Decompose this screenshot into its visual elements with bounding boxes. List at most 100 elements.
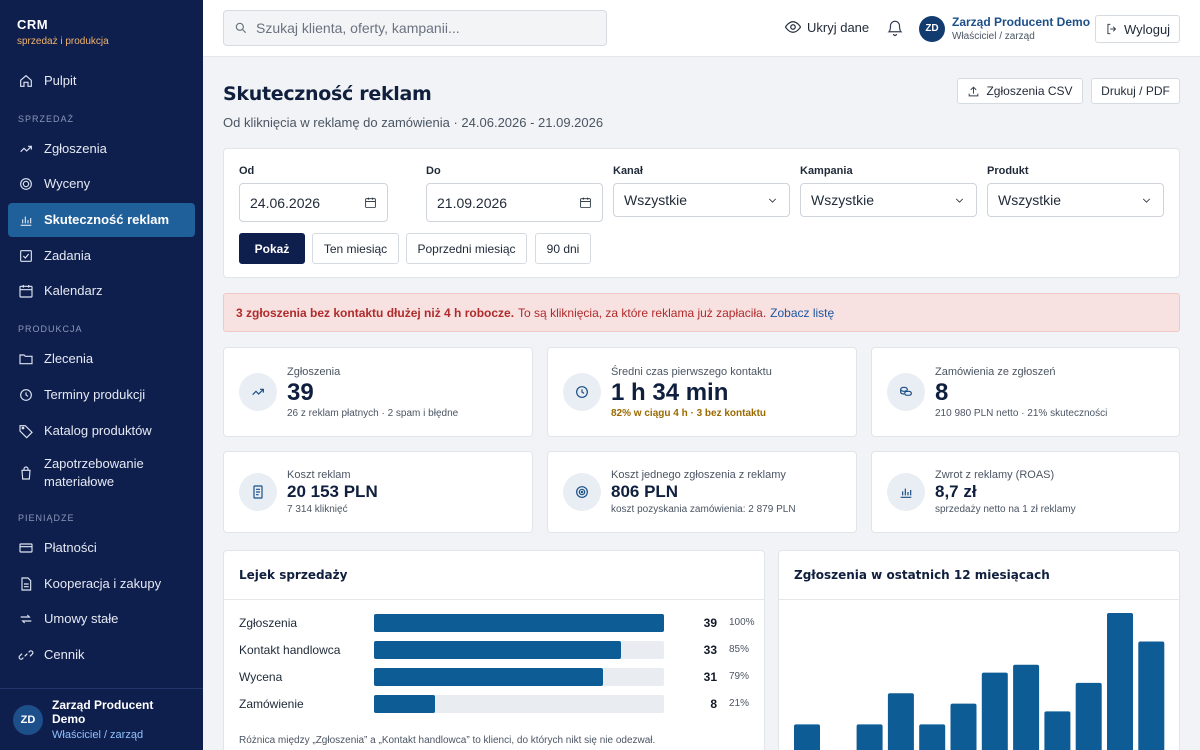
to-label: Do (426, 165, 441, 177)
sidebar-item[interactable]: Pulpit (8, 64, 195, 98)
chart-bar (919, 724, 946, 750)
document-icon (21, 576, 32, 591)
funnel-row-percent: 21% (729, 698, 750, 709)
sidebar-item[interactable]: Zgłoszenia (8, 132, 195, 166)
brand-title: CRM (17, 17, 49, 32)
divider (224, 599, 764, 600)
search-box[interactable] (223, 10, 607, 46)
sidebar-item[interactable]: Zlecenia (8, 342, 195, 376)
kpi-value: 39 (287, 379, 314, 406)
sidebar-item[interactable]: Płatności (8, 531, 195, 565)
sidebar-item-label: Zapotrzebowanie materiałowe (44, 456, 144, 490)
kpi-label: Zgłoszenia (287, 366, 341, 378)
user-name: Zarząd Producent Demo (952, 15, 1091, 29)
sidebar-item[interactable]: Terminy produkcji (8, 378, 195, 412)
from-label: Od (239, 165, 255, 177)
90-days-button[interactable]: 90 dni (535, 233, 591, 264)
kpi-note: 26 z reklam płatnych · 2 spam i błędne (287, 408, 459, 419)
previous-month-button[interactable]: Poprzedni miesiąc (406, 233, 527, 264)
funnel-note: Różnica między „Zgłoszenia” a „Kontakt h… (239, 735, 656, 746)
sidebar-item-label: Umowy stałe (44, 611, 119, 627)
logout-button[interactable]: Wyloguj (1095, 15, 1180, 43)
search-input[interactable] (256, 20, 586, 36)
alert-bold-text: 3 zgłoszenia bez kontaktu dłużej niż 4 h… (236, 305, 515, 320)
see-list-link[interactable]: Zobacz listę (770, 305, 835, 320)
campaign-select[interactable]: Wszystkie (800, 183, 977, 217)
funnel-track (374, 641, 664, 659)
logout-label: Wyloguj (1123, 21, 1171, 37)
from-date-value: 24.06.2026 (250, 194, 321, 211)
funnel-title: Lejek sprzedaży (239, 568, 348, 582)
user-menu[interactable]: ZD Zarząd Producent Demo Właściciel / za… (919, 15, 1090, 42)
folder-icon (19, 354, 33, 365)
home-icon (20, 74, 32, 87)
sidebar-item[interactable]: Skuteczność reklam (8, 203, 195, 238)
kpi-roas: Zwrot z reklamy (ROAS) 8,7 zł sprzedaży … (871, 451, 1180, 533)
kpi-value: 20 153 PLN (287, 482, 378, 501)
sidebar: CRM sprzedaż i produkcja Pulpit SPRZEDAŻ Z… (0, 0, 203, 750)
chevron-down-icon (1142, 198, 1151, 203)
hide-data-toggle[interactable]: Ukryj dane (784, 18, 869, 36)
search-icon (235, 22, 247, 34)
chart-bar (1075, 682, 1102, 750)
hide-data-label: Ukryj dane (807, 19, 870, 35)
print-pdf-button[interactable]: Drukuj / PDF (1091, 78, 1180, 104)
show-button[interactable]: Pokaż (239, 233, 305, 264)
funnel-row-label: Zamówienie (239, 697, 304, 711)
kpi-label: Koszt reklam (287, 469, 351, 481)
campaign-label: Kampania (800, 165, 853, 177)
funnel-track (374, 614, 664, 632)
kpi-leads: Zgłoszenia 39 26 z reklam płatnych · 2 s… (223, 347, 533, 437)
sidebar-item[interactable]: Wyceny (8, 167, 195, 201)
kpi-note: 210 980 PLN netto · 21% skuteczności (935, 408, 1108, 419)
funnel-row: Kontakt handlowca 33 85% (239, 640, 749, 660)
funnel-bar (374, 641, 621, 659)
kpi-value: 8,7 zł (935, 482, 977, 501)
chart-bar (981, 672, 1008, 750)
product-value: Wszystkie (998, 192, 1061, 208)
bell-icon (887, 20, 903, 37)
chart-bar (1107, 613, 1133, 750)
export-csv-label: Zgłoszenia CSV (986, 84, 1073, 98)
sidebar-item[interactable]: Kalendarz (8, 274, 195, 308)
kpi-label: Zamówienia ze zgłoszeń (935, 366, 1056, 378)
kpi-note: 82% w ciągu 4 h · 3 bez kontaktu (611, 408, 767, 419)
this-month-button[interactable]: Ten miesiąc (312, 233, 399, 264)
avatar: ZD (13, 704, 43, 735)
from-date-input[interactable]: 24.06.2026 (239, 183, 388, 222)
eye-icon (784, 21, 802, 33)
funnel-track (374, 695, 664, 713)
sidebar-item[interactable]: Kooperacja i zakupy (8, 567, 195, 601)
product-select[interactable]: Wszystkie (987, 183, 1164, 217)
calendar-icon (365, 197, 376, 208)
chevron-down-icon (768, 198, 777, 203)
kpi-label: Średni czas pierwszego kontaktu (611, 366, 772, 378)
funnel-row-percent: 85% (729, 644, 750, 655)
main-content: Skuteczność reklam Od kliknięcia w rekla… (203, 57, 1200, 750)
sidebar-item[interactable]: Zadania (8, 239, 195, 273)
kpi-label: Koszt jednego zgłoszenia z reklamy (611, 469, 786, 481)
notifications-button[interactable] (886, 18, 904, 38)
alert-text: To są kliknięcia, za które reklama już z… (518, 305, 767, 320)
sidebar-item[interactable]: Cennik (8, 638, 195, 672)
sidebar-item[interactable]: Zapotrzebowanie materiałowe (8, 449, 195, 497)
tag-icon (19, 424, 33, 438)
sidebar-user[interactable]: ZD Zarząd Producent Demo Właściciel / za… (0, 688, 203, 750)
campaign-value: Wszystkie (811, 192, 874, 208)
topbar: Ukryj dane ZD Zarząd Producent Demo Właś… (203, 0, 1200, 57)
chart-bar (1044, 711, 1071, 750)
kpi-note: 7 314 kliknięć (287, 504, 348, 515)
sidebar-item-label: Terminy produkcji (44, 386, 146, 402)
export-csv-button[interactable]: Zgłoszenia CSV (957, 78, 1083, 104)
to-date-input[interactable]: 21.09.2026 (426, 183, 603, 222)
kpi-response-time: Średni czas pierwszego kontaktu 1 h 34 m… (547, 347, 857, 437)
channel-select[interactable]: Wszystkie (613, 183, 790, 217)
sidebar-item[interactable]: Katalog produktów (8, 414, 195, 448)
calendar-icon (580, 197, 591, 208)
funnel-row-label: Zgłoszenia (239, 616, 298, 630)
chevron-down-icon (955, 198, 964, 203)
sidebar-item[interactable]: Umowy stałe (8, 602, 195, 636)
bar-chart-icon (887, 473, 925, 511)
kpi-cost-per-lead: Koszt jednego zgłoszenia z reklamy 806 P… (547, 451, 857, 533)
page-subtitle: Od kliknięcia w reklamę do zamówienia · … (223, 115, 604, 130)
